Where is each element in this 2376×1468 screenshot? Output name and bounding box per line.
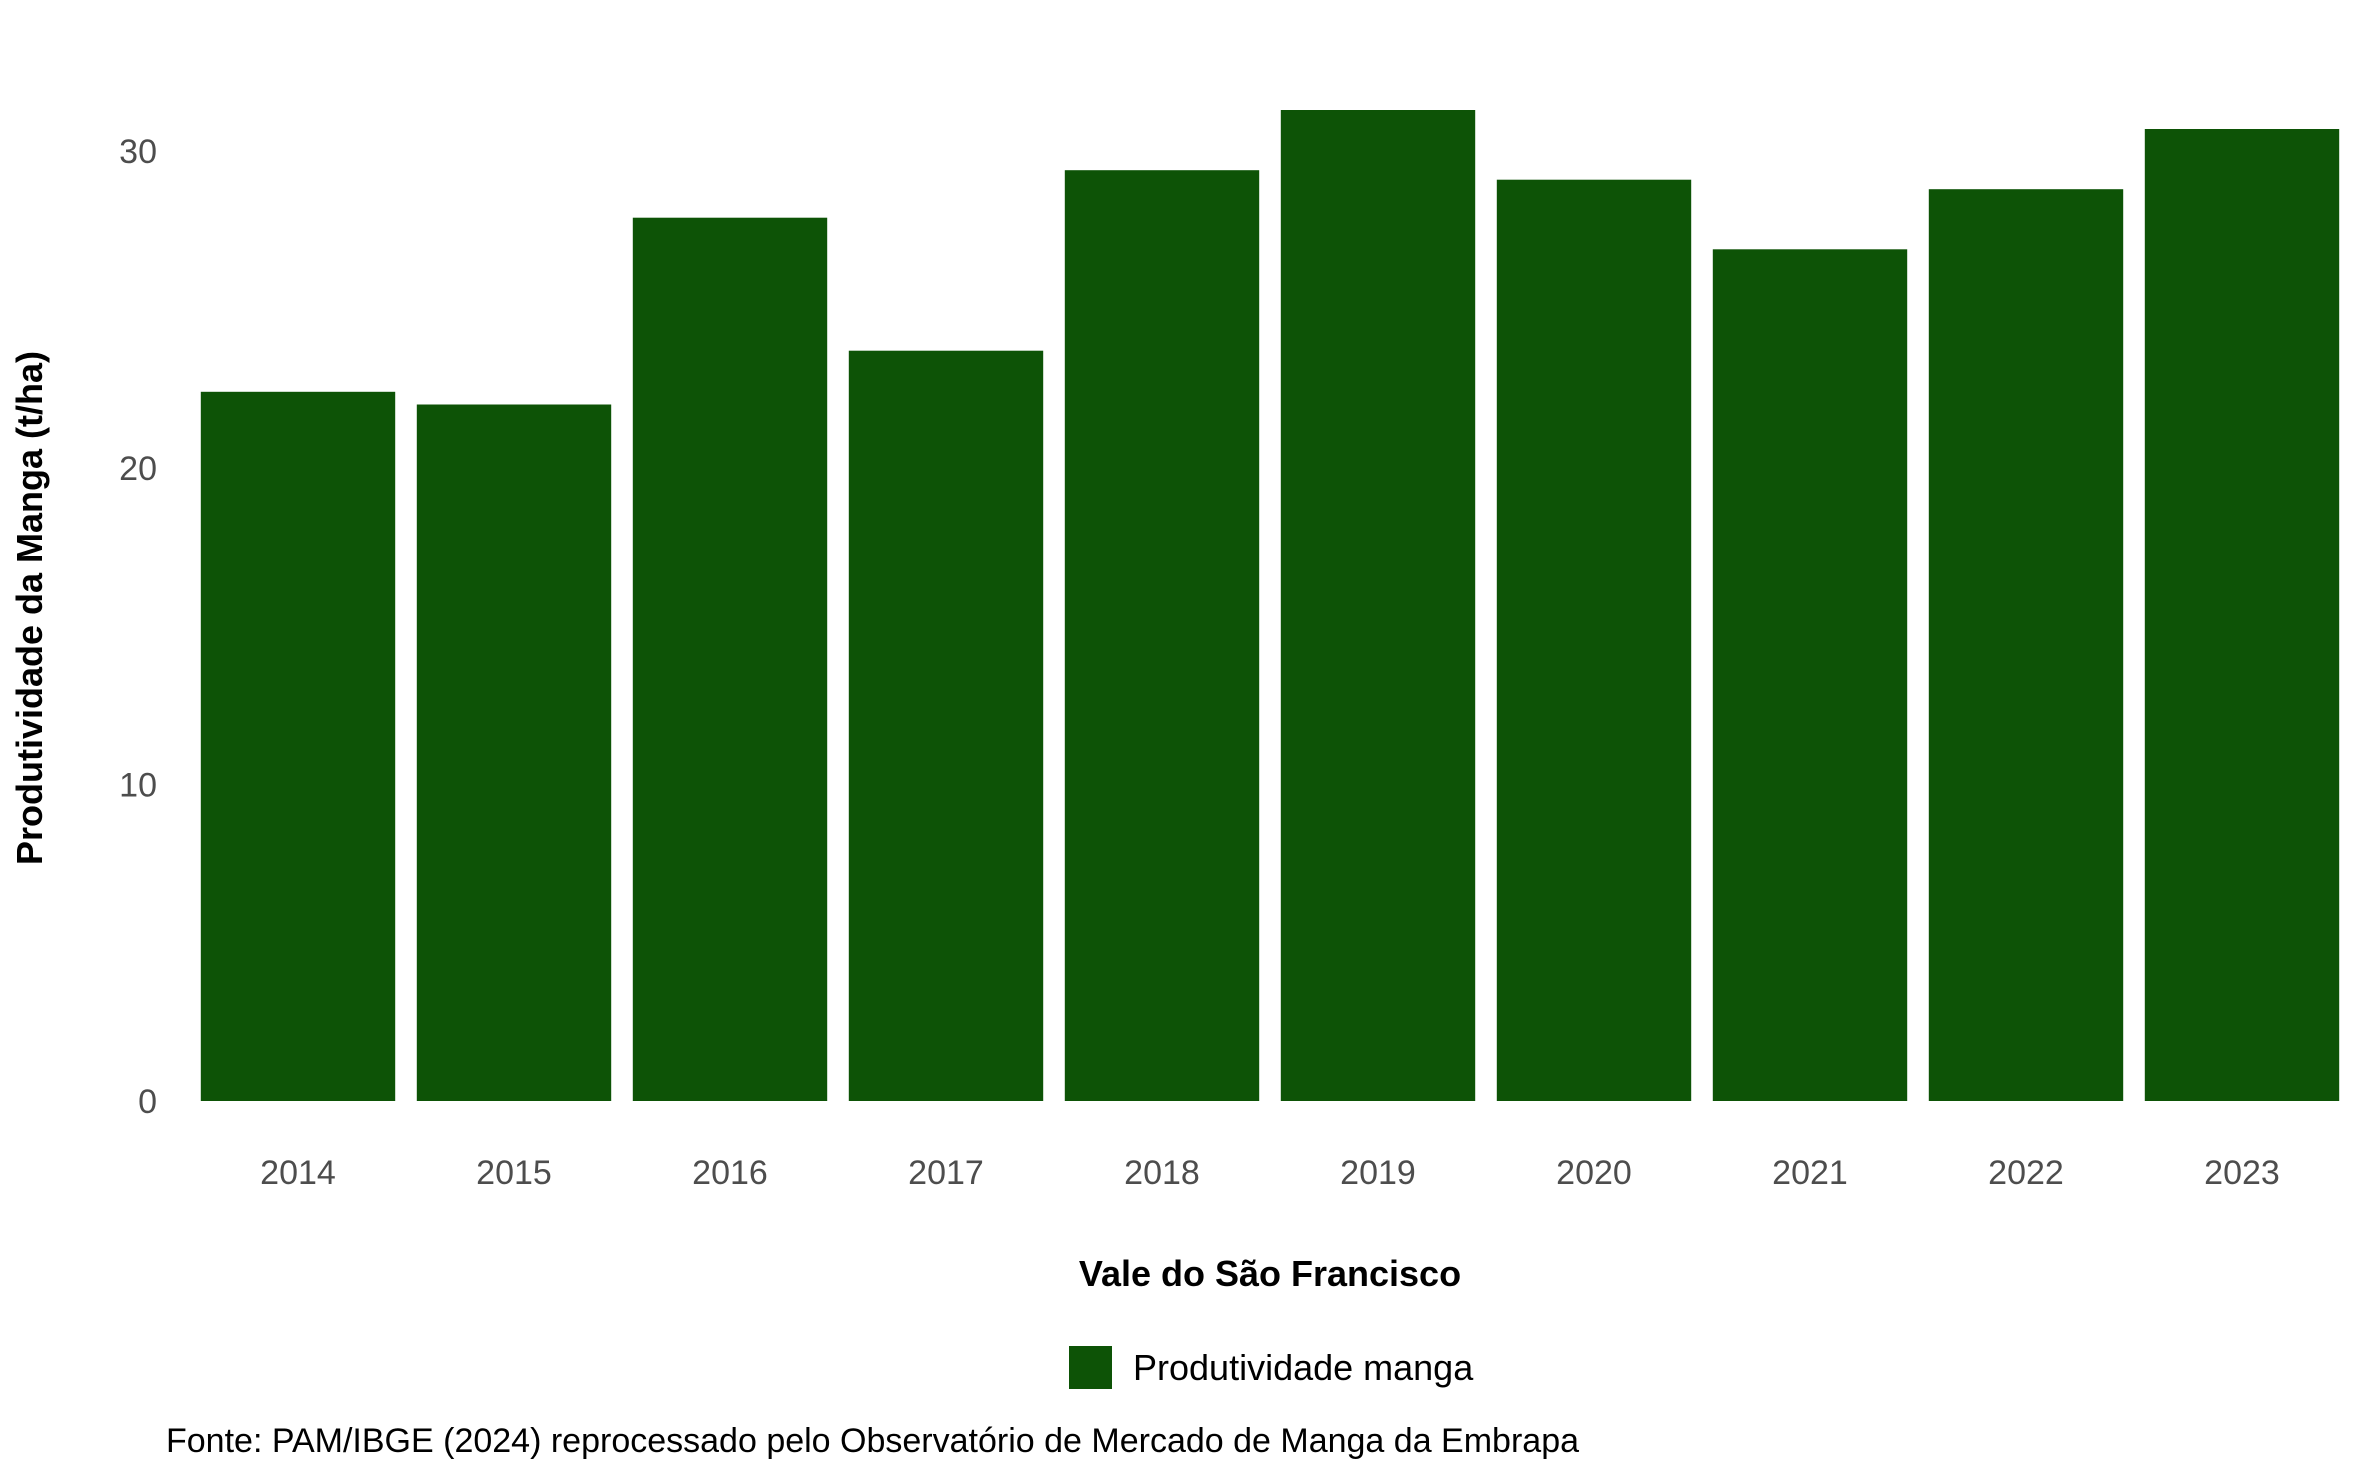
bar-2019 bbox=[1280, 110, 1476, 1101]
bar-2014 bbox=[200, 391, 396, 1101]
x-axis-title: Vale do São Francisco bbox=[1079, 1253, 1461, 1294]
legend-label: Produtividade manga bbox=[1133, 1347, 1474, 1388]
bar-2017 bbox=[848, 350, 1044, 1101]
y-tick-label: 30 bbox=[119, 133, 157, 171]
x-tick-label: 2023 bbox=[2204, 1154, 2280, 1192]
x-tick-label: 2018 bbox=[1124, 1154, 1200, 1192]
bar-2023 bbox=[2144, 129, 2340, 1101]
y-tick-label: 0 bbox=[138, 1083, 157, 1121]
x-tick-label: 2017 bbox=[908, 1154, 984, 1192]
bar-2021 bbox=[1712, 249, 1908, 1102]
source-caption: Fonte: PAM/IBGE (2024) reprocessado pelo… bbox=[166, 1422, 1579, 1460]
bar-2020 bbox=[1496, 179, 1692, 1101]
legend: Produtividade manga bbox=[1069, 1346, 1474, 1389]
y-tick-label: 10 bbox=[119, 766, 157, 804]
legend-swatch bbox=[1069, 1346, 1112, 1389]
y-axis-ticks: 0 10 20 30 bbox=[119, 133, 157, 1121]
bar-2015 bbox=[416, 404, 612, 1101]
x-tick-label: 2014 bbox=[260, 1154, 336, 1192]
x-tick-label: 2021 bbox=[1772, 1154, 1848, 1192]
x-tick-label: 2020 bbox=[1556, 1154, 1632, 1192]
bars-group bbox=[200, 110, 2340, 1102]
bar-2018 bbox=[1064, 170, 1260, 1101]
x-tick-label: 2015 bbox=[476, 1154, 552, 1192]
x-tick-label: 2016 bbox=[692, 1154, 768, 1192]
bar-2016 bbox=[632, 217, 828, 1101]
y-tick-label: 20 bbox=[119, 450, 157, 488]
y-axis-title: Produtividade da Manga (t/ha) bbox=[9, 351, 50, 865]
x-tick-label: 2019 bbox=[1340, 1154, 1416, 1192]
bar-2022 bbox=[1928, 189, 2124, 1101]
x-tick-label: 2022 bbox=[1988, 1154, 2064, 1192]
x-axis-ticks: 2014 2015 2016 2017 2018 2019 2020 2021 2022 2023 bbox=[260, 1154, 2280, 1192]
